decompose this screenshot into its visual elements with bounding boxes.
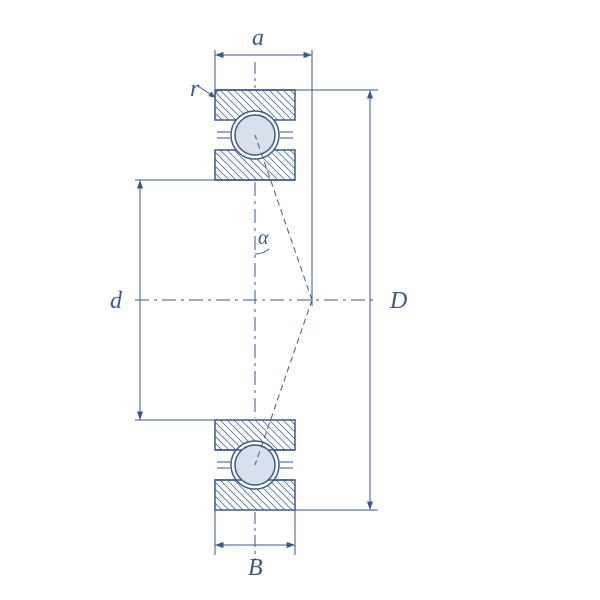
dim-label: D — [389, 288, 407, 314]
bearing-diagram: a r d D Bα — [0, 0, 600, 600]
dim-label: a — [252, 25, 264, 51]
dim-label: r — [190, 76, 200, 102]
dim-label: d — [110, 288, 123, 314]
dim-label: B — [248, 555, 263, 581]
diagram-svg: a r d D Bα — [0, 0, 600, 600]
dim-label: α — [258, 227, 269, 249]
